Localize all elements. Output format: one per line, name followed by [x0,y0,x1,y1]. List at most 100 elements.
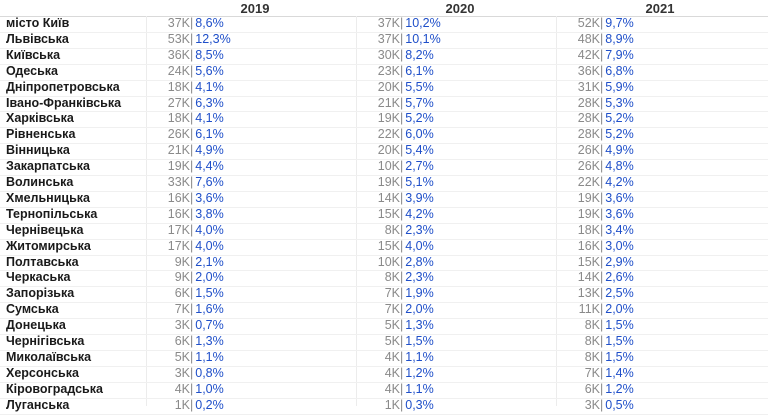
separator-bar: | [190,318,194,333]
share-label: 0,2% [195,397,224,412]
value-cell-2019: 33K| 7,6% [150,175,330,191]
share-label: 6,1% [195,127,224,142]
separator-bar: | [190,397,194,412]
separator-bar: | [600,238,604,253]
value-cell-2019: 17K| 4,0% [150,223,330,239]
column-header-2020: 2020 [445,1,475,16]
value-cell-2020: 4K| 1,1% [360,350,540,366]
value-cell-2021: 22K| 4,2% [560,175,740,191]
count-label: 17K [167,238,190,253]
value-cell-2021: 11K| 2,0% [560,302,740,318]
count-label: 20K [377,79,400,94]
region-name: Чернівецька [6,222,84,237]
value-cell-2020: 8K| 2,3% [360,223,540,239]
separator-bar: | [190,190,194,205]
share-label: 1,2% [405,365,434,380]
count-label: 8K [584,334,600,348]
share-label: 4,1% [195,111,224,126]
separator-bar: | [600,16,604,30]
separator-bar: | [190,238,194,253]
separator-bar: | [600,286,604,301]
table-row: Дніпропетровська 18K| 4,1% 20K| 5,5% 31K| 5,9% [0,80,768,96]
row-divider [0,270,768,272]
share-label: 8,2% [405,47,434,62]
table-row: Чернівецька 17K| 4,0% 8K| 2,3% 18K| 3,4% [0,223,768,239]
value-cell-2019: 27K| 6,3% [150,96,330,112]
count-label: 18K [167,111,190,126]
separator-bar: | [600,63,604,78]
row-divider [0,413,768,415]
count-label: 5K [384,318,400,333]
count-label: 37K [377,16,400,30]
share-label: 0,3% [405,397,434,412]
region-name: Київська [6,47,61,62]
separator-bar: | [600,397,604,412]
row-divider [0,318,768,320]
value-cell-2021: 16K| 3,0% [560,239,740,255]
separator-bar: | [600,111,604,126]
count-label: 18K [577,222,600,237]
table-row: Черкаська 9K| 2,0% 8K| 2,3% 14K| 2,6% [0,270,768,286]
count-label: 19K [377,111,400,126]
count-label: 19K [577,206,600,221]
value-cell-2019: 3K| 0,7% [150,318,330,334]
separator-bar: | [400,286,404,301]
separator-bar: | [600,95,604,110]
value-cell-2020: 37K| 10,1% [360,32,540,48]
share-label: 1,9% [405,286,434,301]
separator-bar: | [600,47,604,62]
count-label: 10K [377,159,400,174]
share-label: 2,3% [405,270,434,285]
share-label: 1,0% [195,381,224,396]
value-cell-2019: 6K| 1,5% [150,286,330,302]
separator-bar: | [190,16,194,30]
share-label: 1,5% [605,349,634,364]
separator-bar: | [190,254,194,269]
count-label: 30K [377,47,400,62]
separator-bar: | [600,159,604,174]
value-cell-2021: 19K| 3,6% [560,207,740,223]
value-cell-2021: 48K| 8,9% [560,32,740,48]
count-label: 20K [377,143,400,158]
row-divider [0,302,768,304]
count-label: 6K [584,381,600,396]
value-cell-2021: 52K| 9,7% [560,16,740,32]
count-label: 8K [384,222,400,237]
count-label: 23K [377,63,400,78]
count-label: 37K [167,16,190,30]
region-name: Запорізька [6,286,75,301]
region-name: Полтавська [6,254,79,269]
value-cell-2021: 42K| 7,9% [560,48,740,64]
separator-bar: | [190,127,194,142]
region-name: Сумська [6,302,59,317]
count-label: 16K [577,238,600,253]
value-cell-2020: 22K| 6,0% [360,127,540,143]
count-label: 36K [167,47,190,62]
share-label: 4,0% [195,238,224,253]
value-cell-2020: 10K| 2,7% [360,159,540,175]
separator-bar: | [190,286,194,301]
value-cell-2020: 20K| 5,4% [360,143,540,159]
share-label: 1,5% [195,286,224,301]
count-label: 28K [577,95,600,110]
row-divider [0,79,768,81]
row-divider [0,190,768,192]
count-label: 17K [167,222,190,237]
share-label: 1,3% [405,318,434,333]
region-name: Донецька [6,318,66,333]
value-cell-2021: 26K| 4,8% [560,159,740,175]
separator-bar: | [400,175,404,189]
share-label: 6,8% [605,63,634,78]
value-cell-2019: 37K| 8,6% [150,16,330,32]
column-separator [556,16,557,406]
separator-bar: | [400,127,404,142]
column-header-2021: 2021 [645,1,675,16]
value-cell-2019: 3K| 0,8% [150,366,330,382]
row-divider [0,175,768,176]
separator-bar: | [400,95,404,110]
share-label: 4,8% [605,159,634,174]
value-cell-2021: 15K| 2,9% [560,255,740,271]
value-cell-2019: 6K| 1,3% [150,334,330,350]
share-label: 4,0% [195,222,224,237]
count-label: 7K [384,286,400,301]
